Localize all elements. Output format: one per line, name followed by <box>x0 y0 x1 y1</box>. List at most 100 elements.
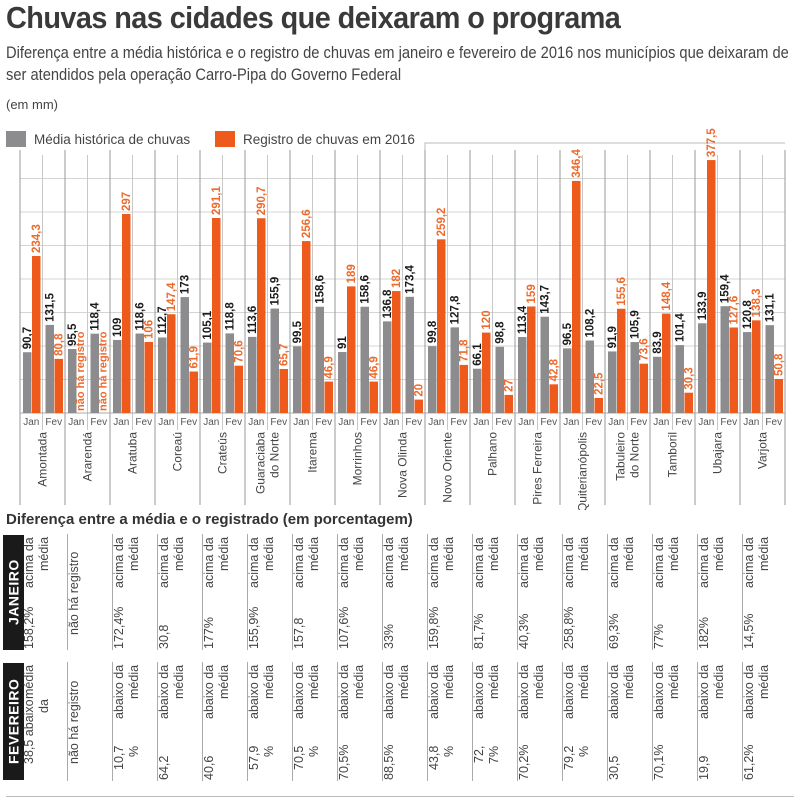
janeiro-cell: 182% acima da média <box>697 537 741 649</box>
city-label: Crateús <box>216 432 230 474</box>
bar-2016 <box>279 368 288 413</box>
bar-historic <box>225 333 234 413</box>
cell-text: abaixo da média <box>652 665 681 720</box>
label-historic: 158,6 <box>315 275 327 304</box>
fevereiro-cell: 70,5% abaixo da média <box>337 665 381 780</box>
cell-text: acima da média <box>337 537 366 588</box>
label-historic: 118,6 <box>135 302 147 330</box>
table-divider <box>292 534 293 650</box>
cell-text: acima da média <box>112 537 141 588</box>
label-historic: 91,9 <box>607 326 619 348</box>
cell-text: 19,9 <box>697 755 711 780</box>
label-2016: 65,7 <box>279 344 291 366</box>
city-label: do Norte <box>628 432 642 478</box>
month-tick-label: Jan <box>68 417 84 428</box>
cell-text: 159,8% <box>427 606 441 649</box>
bar-historic <box>383 321 392 413</box>
label-historic: 133,9 <box>697 292 709 321</box>
table-divider <box>202 534 203 650</box>
city-label: Nova Olinda <box>396 432 410 498</box>
cell-text: não há registro <box>67 680 81 765</box>
row-label-janeiro: JANEIRO <box>3 535 24 650</box>
janeiro-cell: 81,7% acima da média <box>472 537 516 649</box>
no-record-label: não há registro <box>98 331 110 411</box>
label-historic: 112,7 <box>157 306 169 334</box>
bar-historic <box>518 337 527 413</box>
bar-historic <box>653 356 662 413</box>
fevereiro-cell: 10,7 % abaixo da média <box>112 665 156 780</box>
month-tick-label: Fev <box>405 417 422 428</box>
label-historic: 136,8 <box>382 289 394 318</box>
label-2016: 71,8 <box>459 339 471 362</box>
city-label: Morrinhos <box>351 432 365 485</box>
fevereiro-cell: 38,5 abaixo da média <box>22 665 66 780</box>
cell-text: 107,6% <box>337 606 351 649</box>
cell-text: acima da média <box>157 537 186 588</box>
janeiro-cell: 155,9% acima da média <box>247 537 291 649</box>
label-2016: 70,6 <box>234 340 246 362</box>
bar-historic <box>360 306 369 413</box>
label-2016: 50,8 <box>774 353 786 376</box>
cell-text: abaixo da média <box>337 665 366 720</box>
cell-text: 69,3% <box>607 613 621 649</box>
janeiro-cell: 159,8% acima da média <box>427 537 471 649</box>
bar-2016 <box>549 384 558 413</box>
label-2016: 346,4 <box>571 149 583 178</box>
label-2016: 106 <box>144 320 156 339</box>
table-divider <box>157 534 158 650</box>
city-label: do Norte <box>268 432 282 478</box>
month-tick-label: Fev <box>90 417 107 428</box>
janeiro-cell: 69,3% acima da média <box>607 537 651 649</box>
table-divider <box>562 534 563 650</box>
label-historic: 83,9 <box>652 331 664 353</box>
month-tick-label: Fev <box>720 417 737 428</box>
month-tick-label: Jan <box>563 417 579 428</box>
label-historic: 99,5 <box>292 320 304 343</box>
janeiro-cell: não há registro <box>67 537 111 649</box>
cell-text: 258,8% <box>562 606 576 649</box>
bar-historic <box>675 345 684 413</box>
month-tick-label: Jan <box>473 417 489 428</box>
bar-2016 <box>54 358 63 413</box>
bar-historic <box>248 336 257 413</box>
bar-2016 <box>167 314 176 413</box>
bar-historic <box>585 340 594 413</box>
bar-2016 <box>707 160 716 413</box>
table-divider <box>652 662 653 781</box>
cell-text: abaixo da média <box>157 665 186 720</box>
cell-text: 157,8 <box>292 617 306 649</box>
bar-historic <box>45 324 54 413</box>
table-divider <box>427 662 428 781</box>
bar-historic <box>765 325 774 413</box>
cell-text: acima da média <box>517 537 546 588</box>
city-label: Quiterianópolis <box>576 432 590 510</box>
bar-historic <box>450 327 459 413</box>
janeiro-cell: 157,8 acima da média <box>292 537 336 649</box>
cell-text: acima da média <box>427 537 456 588</box>
bar-2016 <box>482 332 491 413</box>
month-tick-label: Jan <box>743 417 759 428</box>
unit-label: (em mm) <box>6 97 58 112</box>
bottom-divider <box>6 796 794 797</box>
fevereiro-cell: 64,2 abaixo da média <box>157 665 201 780</box>
cell-text: abaixo da média <box>517 665 546 720</box>
bar-historic <box>338 352 347 413</box>
table-divider <box>247 662 248 781</box>
cell-text: 14,5% <box>742 613 756 649</box>
city-label: Amontada <box>36 432 50 487</box>
label-2016: 46,9 <box>369 356 381 378</box>
cell-text: acima da média <box>742 537 771 588</box>
cell-text: abaixo da média <box>607 665 636 720</box>
label-2016: 20 <box>414 384 426 397</box>
label-2016: 234,3 <box>31 224 43 253</box>
month-tick-label: Fev <box>495 417 512 428</box>
month-tick-label: Fev <box>540 417 557 428</box>
bar-2016 <box>594 397 603 413</box>
janeiro-cell: 40,3% acima da média <box>517 537 561 649</box>
month-tick-label: Jan <box>518 417 534 428</box>
cell-text: 61,2% <box>742 744 756 780</box>
bar-historic <box>293 346 302 413</box>
bar-historic <box>23 352 32 413</box>
cell-text: 158,2% <box>22 606 36 649</box>
fevereiro-cell: 57,9 % abaixo da média <box>247 665 291 780</box>
